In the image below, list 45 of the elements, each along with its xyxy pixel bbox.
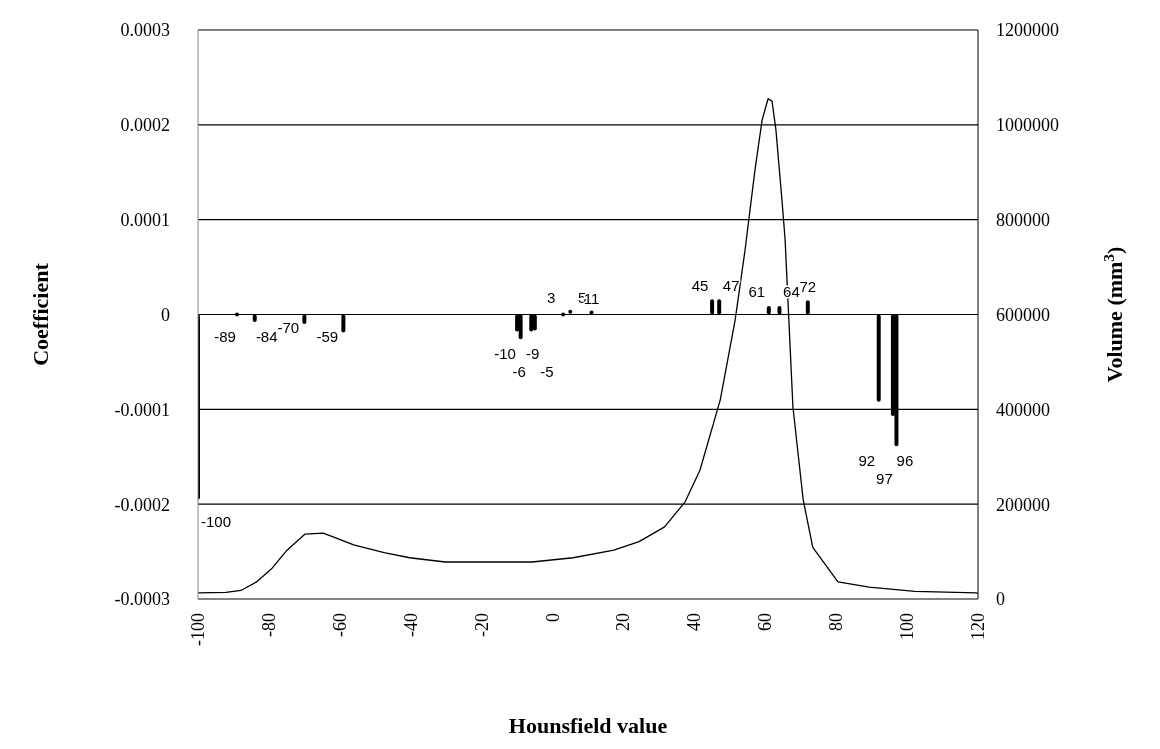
y-tick-label: 0.0002 bbox=[120, 115, 170, 136]
y2-tick-label: 800000 bbox=[996, 210, 1050, 231]
y2-tick-label: 600000 bbox=[996, 304, 1050, 325]
y2-tick-label: 1000000 bbox=[996, 115, 1059, 136]
y-tick-label: 0 bbox=[161, 304, 170, 325]
annotation: -84 bbox=[255, 327, 278, 345]
annotation: -89 bbox=[214, 327, 236, 345]
annotation: -59 bbox=[316, 328, 339, 346]
x-tick-label: -80 bbox=[258, 613, 279, 637]
annotation: 47 bbox=[722, 276, 740, 294]
x-tick-label: 40 bbox=[684, 613, 705, 631]
annotation: -10 bbox=[494, 344, 516, 362]
x-axis-title: Hounsfield value bbox=[508, 713, 668, 738]
x-tick-label: -60 bbox=[329, 613, 350, 637]
x-tick-label: 100 bbox=[897, 613, 918, 640]
x-tick-label: -100 bbox=[188, 613, 208, 646]
y2-tick-label: 1200000 bbox=[996, 20, 1059, 41]
annotation: -70 bbox=[277, 319, 300, 337]
x-tick-label: 80 bbox=[826, 613, 847, 631]
x-tick-label: 20 bbox=[613, 613, 634, 631]
y2-tick-label: 0 bbox=[996, 589, 1005, 610]
y-tick-label: -0.0002 bbox=[114, 494, 170, 515]
y-tick-label: 0.0001 bbox=[120, 210, 170, 231]
y-tick-label: 0.0003 bbox=[120, 20, 170, 41]
y2-tick-label: 200000 bbox=[996, 494, 1050, 515]
annotation: 97 bbox=[876, 469, 893, 487]
y-tick-label: -0.0003 bbox=[114, 589, 170, 610]
annotation: 92 bbox=[858, 451, 876, 469]
annotation: 72 bbox=[799, 277, 817, 295]
annotation: -6 bbox=[512, 362, 526, 380]
x-tick-label: -40 bbox=[400, 613, 421, 637]
annotation: -100 bbox=[200, 512, 232, 530]
annotation: -5 bbox=[540, 362, 554, 380]
x-tick-label: -20 bbox=[471, 613, 492, 637]
y-tick-label: -0.0001 bbox=[114, 399, 170, 420]
x-tick-label: 0 bbox=[542, 613, 563, 622]
annotation: 61 bbox=[748, 283, 766, 301]
annotation: 96 bbox=[896, 451, 914, 469]
x-tick-label: 120 bbox=[968, 613, 988, 640]
y-axis-title: Coefficient bbox=[28, 262, 53, 366]
x-tick-label: 60 bbox=[755, 613, 776, 631]
annotation: 3 bbox=[547, 289, 556, 307]
annotation: -9 bbox=[525, 344, 540, 362]
y2-tick-label: 400000 bbox=[996, 399, 1050, 420]
annotation: 45 bbox=[691, 276, 709, 294]
